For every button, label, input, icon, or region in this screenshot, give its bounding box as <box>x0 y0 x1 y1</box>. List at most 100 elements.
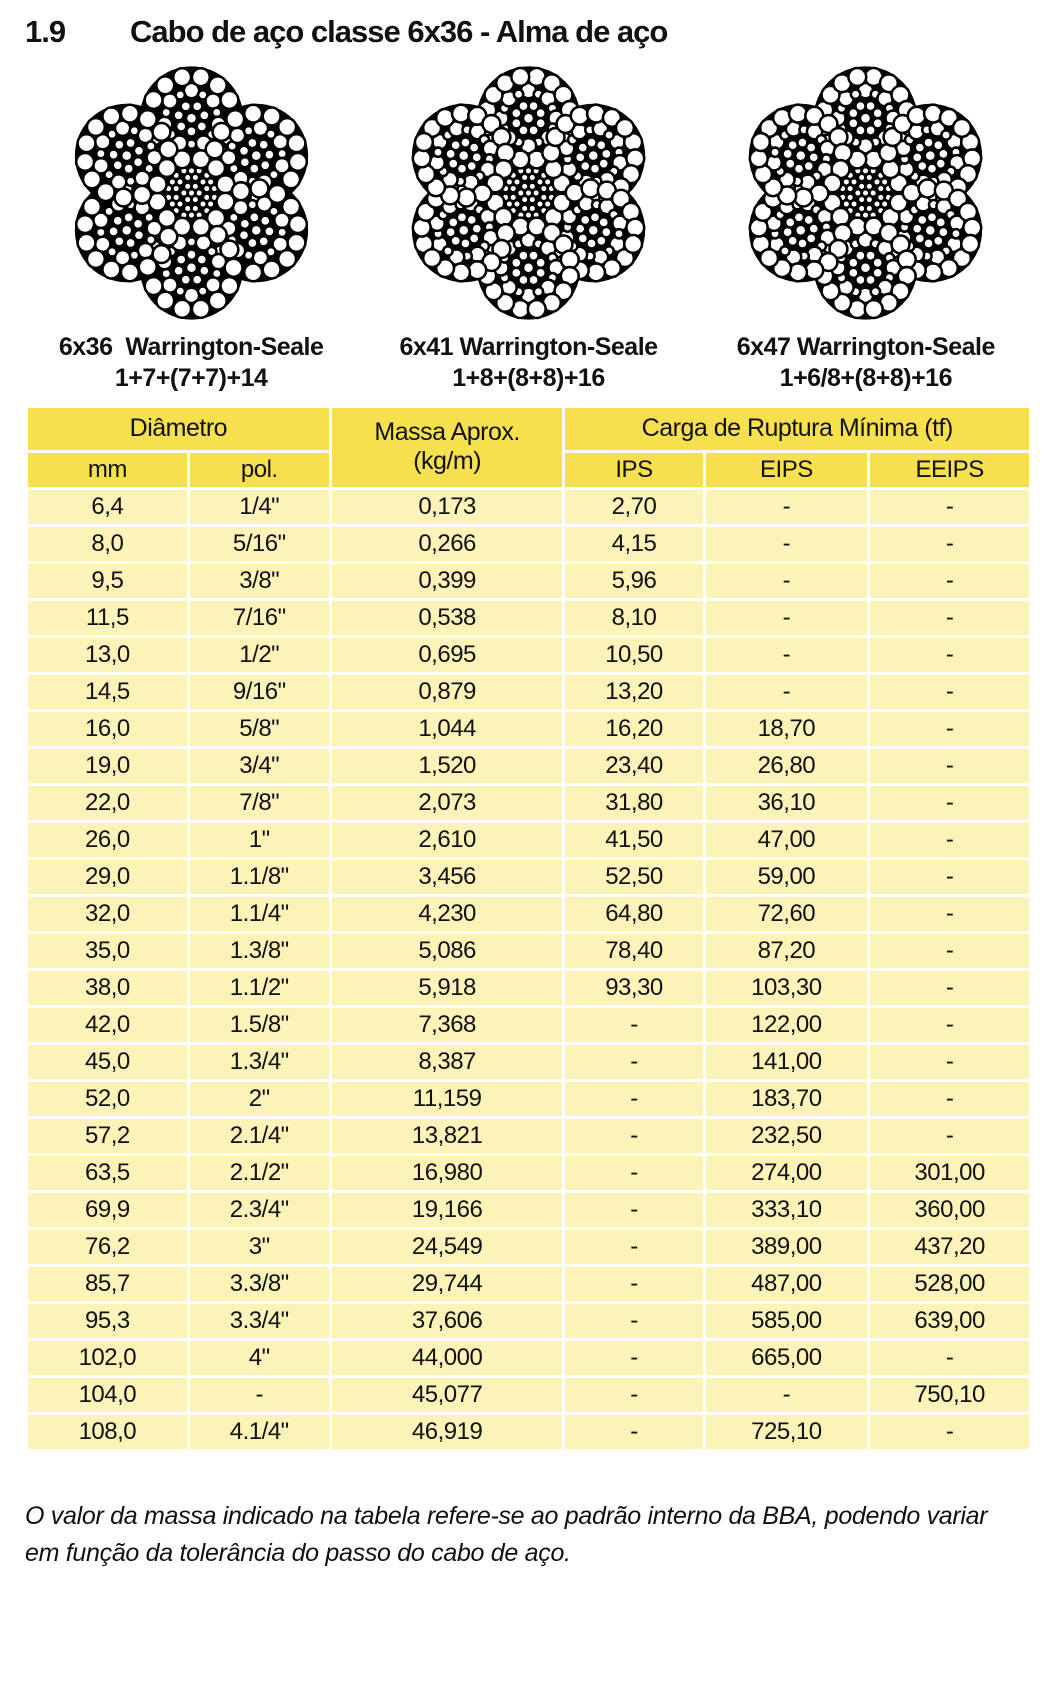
table-cell: 301,00 <box>870 1155 1029 1190</box>
table-cell: 3/8" <box>189 563 329 598</box>
table-cell: 29,744 <box>331 1266 563 1301</box>
table-cell: - <box>565 1303 703 1338</box>
table-cell: 6,4 <box>28 489 187 524</box>
table-cell: - <box>565 1081 703 1116</box>
table-row: 63,5 2.1/2" 16,980-274,00 301,00 <box>28 1155 1029 1190</box>
table-cell: 2,073 <box>331 785 563 820</box>
table-cell: 64,80 <box>565 896 703 931</box>
table-cell: 3,456 <box>331 859 563 894</box>
rope-label: 6x41 Warrington-Seale <box>399 333 658 361</box>
table-cell: 14,5 <box>28 674 187 709</box>
table-cell: 78,40 <box>565 933 703 968</box>
table-row: 14,5 9/16" 0,879 13,20- - <box>28 674 1029 709</box>
table-cell: 42,0 <box>28 1007 187 1042</box>
table-cell: 32,0 <box>28 896 187 931</box>
table-cell: 4" <box>189 1340 329 1375</box>
table-cell: 26,80 <box>705 748 868 783</box>
table-cell: 5,086 <box>331 933 563 968</box>
table-cell: 333,10 <box>705 1192 868 1227</box>
table-cell: - <box>870 822 1029 857</box>
table-cell: 19,166 <box>331 1192 563 1227</box>
table-cell: 750,10 <box>870 1377 1029 1412</box>
table-cell: 183,70 <box>705 1081 868 1116</box>
table-row: 35,0 1.3/8" 5,086 78,40 87,20- <box>28 933 1029 968</box>
table-cell: 69,9 <box>28 1192 187 1227</box>
table-cell: 8,387 <box>331 1044 563 1079</box>
rope-diagrams: 6x36 Warrington-Seale 1+7+(7+7)+14 6x41 … <box>25 64 1032 395</box>
table-cell: 9/16" <box>189 674 329 709</box>
table-row: 9,5 3/8" 0,399 5,96- - <box>28 563 1029 598</box>
table-row: 22,0 7/8" 2,073 31,80 36,10- <box>28 785 1029 820</box>
table-cell: - <box>565 1266 703 1301</box>
table-cell: - <box>565 1155 703 1190</box>
table-cell: 3" <box>189 1229 329 1264</box>
table-cell: 2,70 <box>565 489 703 524</box>
table-cell: 5/16" <box>189 526 329 561</box>
table-cell: 44,000 <box>331 1340 563 1375</box>
table-cell: 141,00 <box>705 1044 868 1079</box>
table-row: 45,0 1.3/4" 8,387-141,00- <box>28 1044 1029 1079</box>
table-cell: - <box>870 748 1029 783</box>
rope-cross-section-6x36-icon <box>74 66 308 320</box>
table-cell: 45,0 <box>28 1044 187 1079</box>
table-cell: 0,266 <box>331 526 563 561</box>
table-cell: 9,5 <box>28 563 187 598</box>
table-cell: - <box>870 489 1029 524</box>
table-cell: 59,00 <box>705 859 868 894</box>
table-cell: 4,15 <box>565 526 703 561</box>
header-row-groups: Diâmetro Massa Aprox. (kg/m) Carga de Ru… <box>28 407 1029 487</box>
table-cell: - <box>565 1118 703 1153</box>
massa-label-line1: Massa Aprox. <box>374 418 520 447</box>
table-cell: - <box>705 600 868 635</box>
table-cell: 232,50 <box>705 1118 868 1153</box>
col-pol: pol. <box>189 452 329 487</box>
table-cell: 1.3/4" <box>189 1044 329 1079</box>
table-cell: 5/8" <box>189 711 329 746</box>
table-cell: 38,0 <box>28 970 187 1005</box>
table-cell: - <box>565 1007 703 1042</box>
table-cell: 16,0 <box>28 711 187 746</box>
table-cell: 16,980 <box>331 1155 563 1190</box>
page-title: Cabo de aço classe 6x36 - Alma de aço <box>130 14 668 49</box>
col-group-diametro: Diâmetro <box>28 407 329 450</box>
col-eeips: EEIPS <box>870 452 1029 487</box>
table-cell: - <box>565 1044 703 1079</box>
rope-label: 6x47 Warrington-Seale <box>736 333 996 361</box>
table-cell: 24,549 <box>331 1229 563 1264</box>
table-cell: 85,7 <box>28 1266 187 1301</box>
table-row: 95,3 3.3/4" 37,606-585,00 639,00 <box>28 1303 1029 1338</box>
table-row: 69,9 2.3/4" 19,166-333,10 360,00 <box>28 1192 1029 1227</box>
table-cell: - <box>870 711 1029 746</box>
table-cell: 13,0 <box>28 637 187 672</box>
table-cell: 41,50 <box>565 822 703 857</box>
table-cell: 4.1/4" <box>189 1414 329 1449</box>
rope-construction: 1+7+(7+7)+14 <box>114 364 268 393</box>
table-cell: - <box>565 1414 703 1449</box>
table-cell: - <box>705 1377 868 1412</box>
table-cell: 1.3/8" <box>189 933 329 968</box>
table-cell: - <box>705 637 868 672</box>
table-cell: 2.1/2" <box>189 1155 329 1190</box>
table-cell: 18,70 <box>705 711 868 746</box>
table-cell: 122,00 <box>705 1007 868 1042</box>
table-row: 11,5 7/16" 0,538 8,10- - <box>28 600 1029 635</box>
table-cell: 0,695 <box>331 637 563 672</box>
table-cell: 108,0 <box>28 1414 187 1449</box>
table-row: 104,0-45,077- -750,10 <box>28 1377 1029 1412</box>
rope-figure-6x47: 6x47 Warrington-Seale 1+6/8+(8+8)+16 <box>700 64 1032 395</box>
table-cell: 2.3/4" <box>189 1192 329 1227</box>
table-cell: 1.1/8" <box>189 859 329 894</box>
table-cell: 639,00 <box>870 1303 1029 1338</box>
table-cell: 19,0 <box>28 748 187 783</box>
table-cell: - <box>705 563 868 598</box>
table-cell: - <box>870 896 1029 931</box>
table-cell: 0,399 <box>331 563 563 598</box>
table-row: 32,0 1.1/4" 4,230 64,80 72,60- <box>28 896 1029 931</box>
table-cell: - <box>705 526 868 561</box>
table-cell: - <box>565 1377 703 1412</box>
table-row: 13,0 1/2" 0,695 10,50- - <box>28 637 1029 672</box>
col-group-carga-ruptura: Carga de Ruptura Mínima (tf) <box>565 407 1029 450</box>
table-cell: 528,00 <box>870 1266 1029 1301</box>
table-cell: - <box>870 1007 1029 1042</box>
table-row: 85,7 3.3/8" 29,744-487,00 528,00 <box>28 1266 1029 1301</box>
